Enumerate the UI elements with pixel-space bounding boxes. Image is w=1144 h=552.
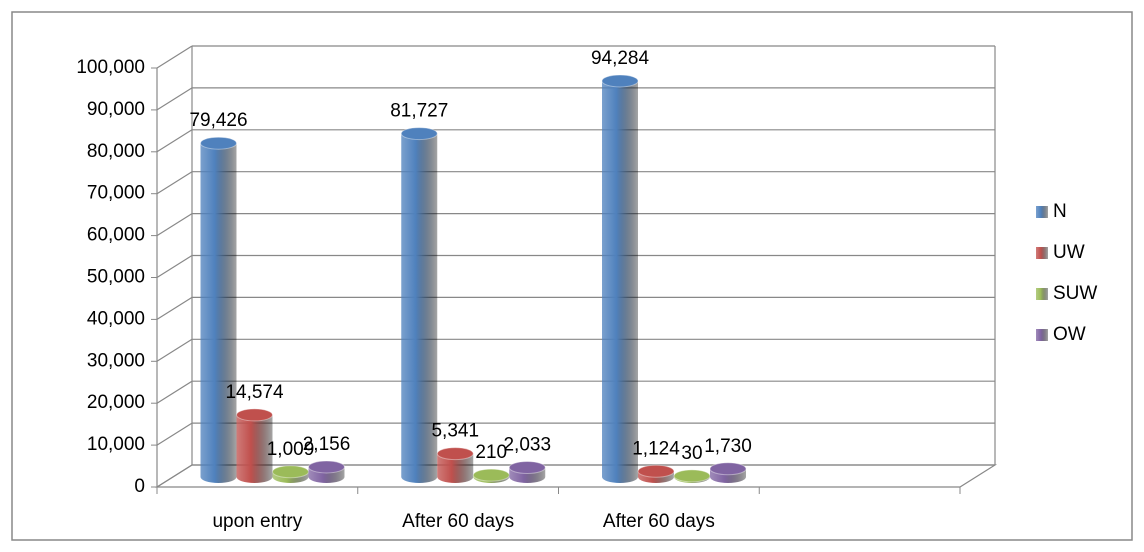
legend-swatch: [1036, 247, 1048, 259]
y-tick-label: 40,000: [87, 308, 145, 329]
grid-line: [156, 45, 193, 69]
grid-line: [156, 129, 193, 153]
legend-label: UW: [1053, 242, 1085, 263]
legend-label: N: [1053, 201, 1067, 222]
y-tick-label: 50,000: [87, 267, 145, 288]
data-label: 210: [475, 442, 507, 463]
bar: [637, 464, 675, 483]
bar: [508, 460, 546, 483]
bar: [673, 469, 711, 483]
bar: [400, 127, 438, 483]
grid-line: [156, 171, 193, 195]
grid-line: [156, 213, 193, 237]
grid-line: [156, 422, 193, 446]
y-tick-label: 0: [134, 476, 145, 497]
x-tick-label: After 60 days: [402, 511, 514, 532]
data-label: 1,009: [267, 439, 315, 460]
data-label: 81,727: [390, 101, 448, 122]
y-tick-label: 10,000: [87, 434, 145, 455]
bar: [308, 460, 345, 483]
x-tick-label: upon entry: [212, 511, 302, 532]
grid-line: [156, 464, 193, 488]
legend-label: SUW: [1053, 283, 1097, 304]
bar: [236, 408, 273, 483]
data-label: 30: [681, 443, 702, 464]
data-label: 94,284: [591, 48, 650, 69]
y-tick-label: 60,000: [87, 225, 145, 246]
y-tick-label: 100,000: [76, 57, 145, 78]
bar: [200, 136, 237, 483]
legend-swatch: [1036, 206, 1048, 218]
grid-line: [156, 87, 193, 111]
x-tick-label: After 60 days: [603, 511, 715, 532]
legend-label: OW: [1053, 324, 1086, 345]
grid-line: [156, 296, 193, 320]
data-label: 79,426: [189, 110, 247, 131]
y-tick-label: 30,000: [87, 350, 145, 371]
legend-swatch: [1036, 329, 1048, 341]
grid-line: [156, 254, 193, 279]
grid-line: [156, 380, 193, 404]
data-label: 1,124: [632, 438, 680, 459]
bar: [272, 465, 309, 483]
data-label: 2,033: [503, 434, 551, 455]
data-label: 1,730: [704, 436, 752, 457]
y-tick-label: 80,000: [87, 141, 145, 162]
bar: [436, 447, 474, 483]
y-tick-label: 70,000: [87, 183, 145, 204]
bar: [472, 468, 510, 483]
y-tick-label: 20,000: [87, 392, 145, 413]
legend-swatch: [1036, 288, 1048, 300]
chart-border: [11, 11, 1133, 541]
bar: [601, 74, 639, 483]
data-label: 2,156: [303, 434, 351, 455]
data-label: 5,341: [431, 421, 479, 442]
bar: [709, 462, 747, 483]
y-tick-label: 90,000: [87, 99, 145, 120]
data-label: 14,574: [225, 382, 284, 403]
grid-line: [156, 338, 193, 362]
